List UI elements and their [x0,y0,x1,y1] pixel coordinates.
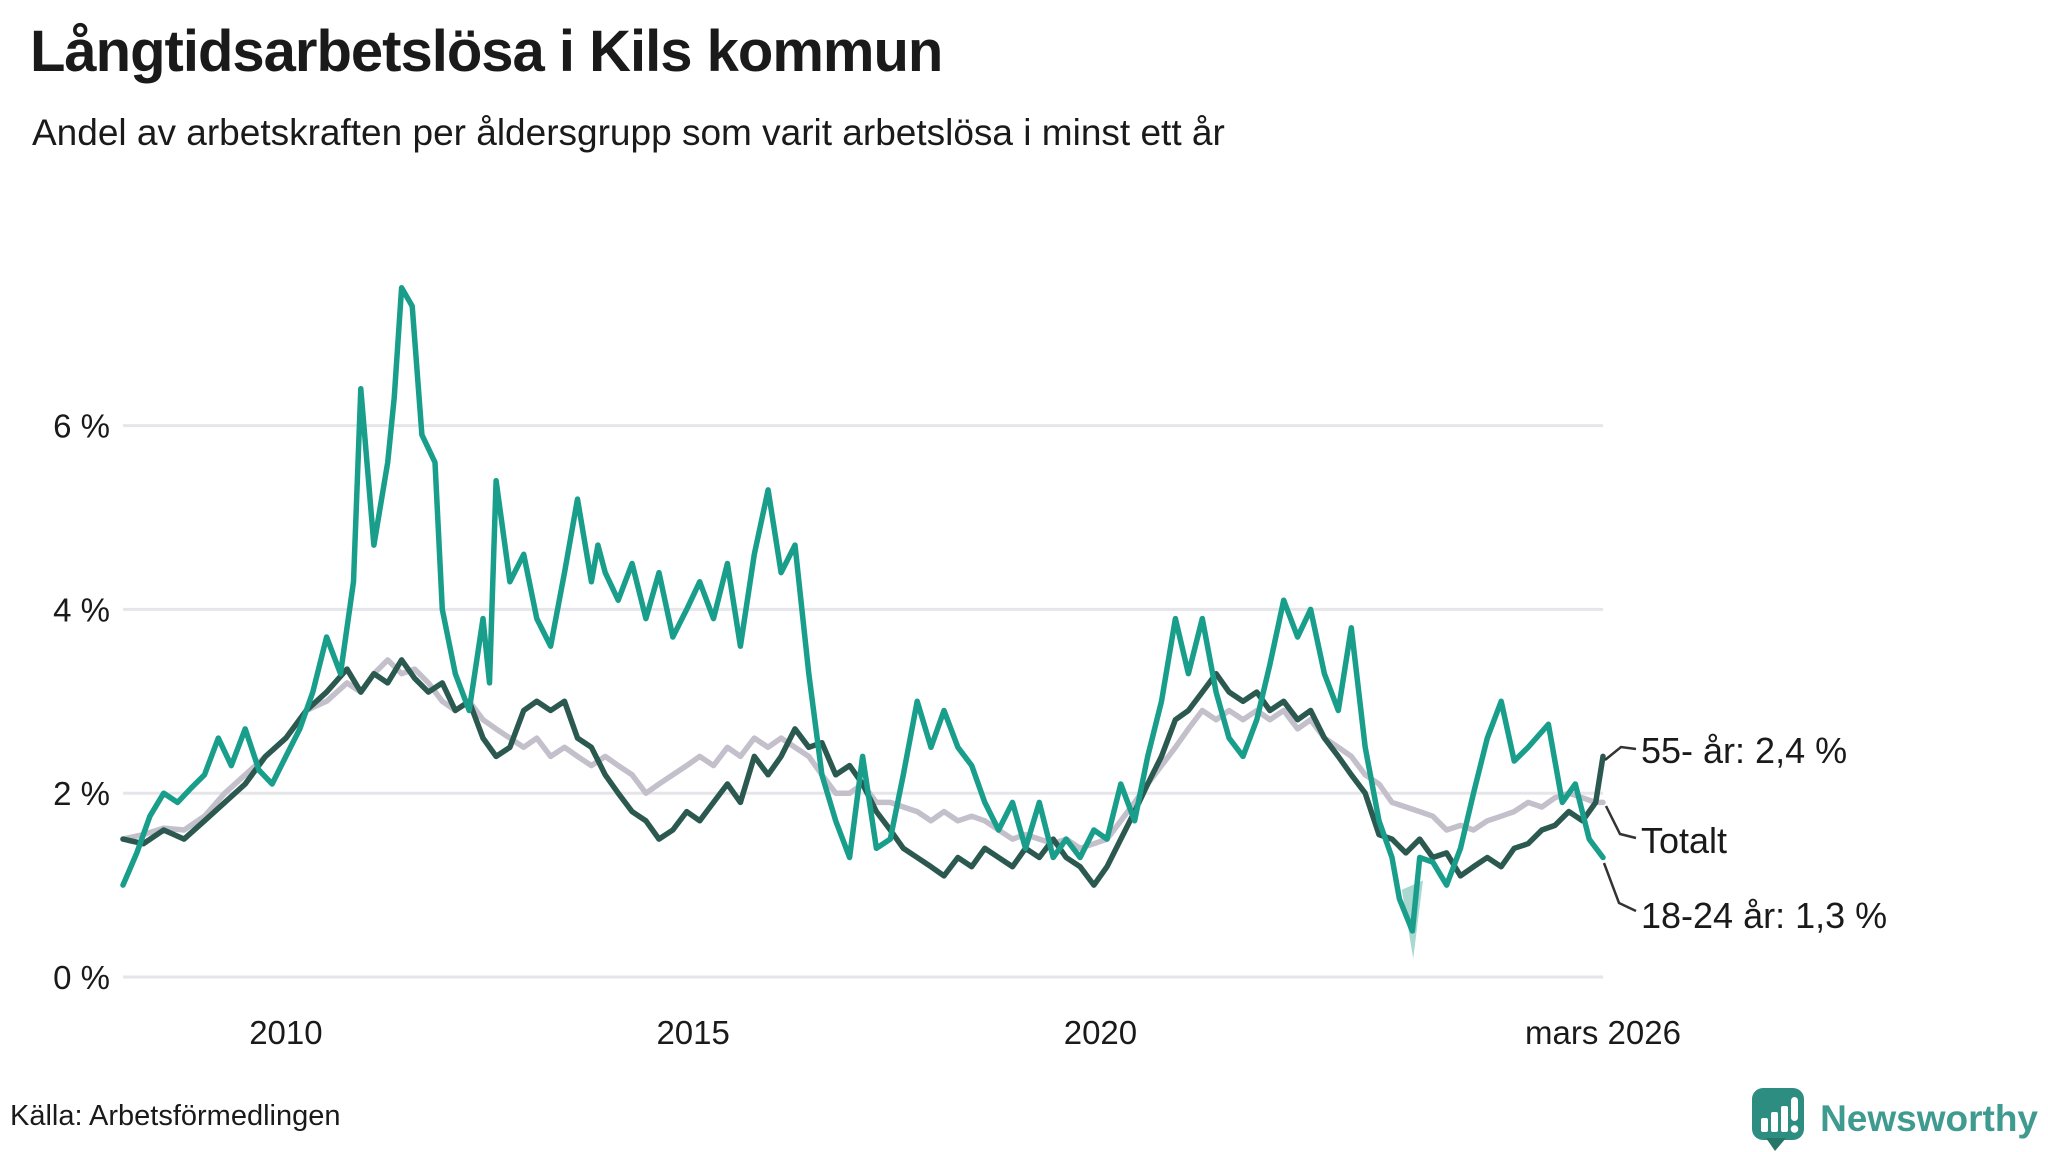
leader-line-55 [1604,745,1637,761]
y-tick-label: 0 % [53,959,110,996]
series-line-55-r [120,657,1606,888]
y-tick-label: 6 % [53,408,110,445]
x-tick-label: mars 2026 [1525,1014,1681,1051]
newsworthy-logo-icon [1752,1088,1805,1151]
series-end-label-totalt: Totalt [1641,820,1727,861]
data-series-lines [120,285,1606,934]
x-tick-label: 2010 [249,1014,322,1051]
newsworthy-brand: Newsworthy [1750,1086,2038,1152]
gridlines [123,424,1603,979]
leader-line-18-24 [1602,862,1637,913]
series-end-label-18-24: 18-24 år: 1,3 % [1641,895,1887,936]
end-label-group: 55- år: 2,4 % Totalt 18-24 år: 1,3 % [1602,730,1887,936]
chart-subtitle: Andel av arbetskraften per åldersgrupp s… [32,112,1225,153]
leader-line-totalt [1604,805,1637,840]
axis-tick-labels: 0 % 2 % 4 % 6 % 2010 2015 2020 mars 2026 [53,408,1681,1051]
newsworthy-wordmark: Newsworthy [1820,1098,2038,1139]
y-tick-label: 4 % [53,591,110,628]
y-tick-label: 2 % [53,775,110,812]
x-tick-label: 2015 [656,1014,729,1051]
page-title: Långtidsarbetslösa i Kils kommun [30,19,943,84]
source-caption: Källa: Arbetsförmedlingen [10,1100,341,1132]
series-line-18-24-r [120,285,1606,934]
series-end-label-55: 55- år: 2,4 % [1641,730,1847,771]
x-tick-label: 2020 [1064,1014,1137,1051]
